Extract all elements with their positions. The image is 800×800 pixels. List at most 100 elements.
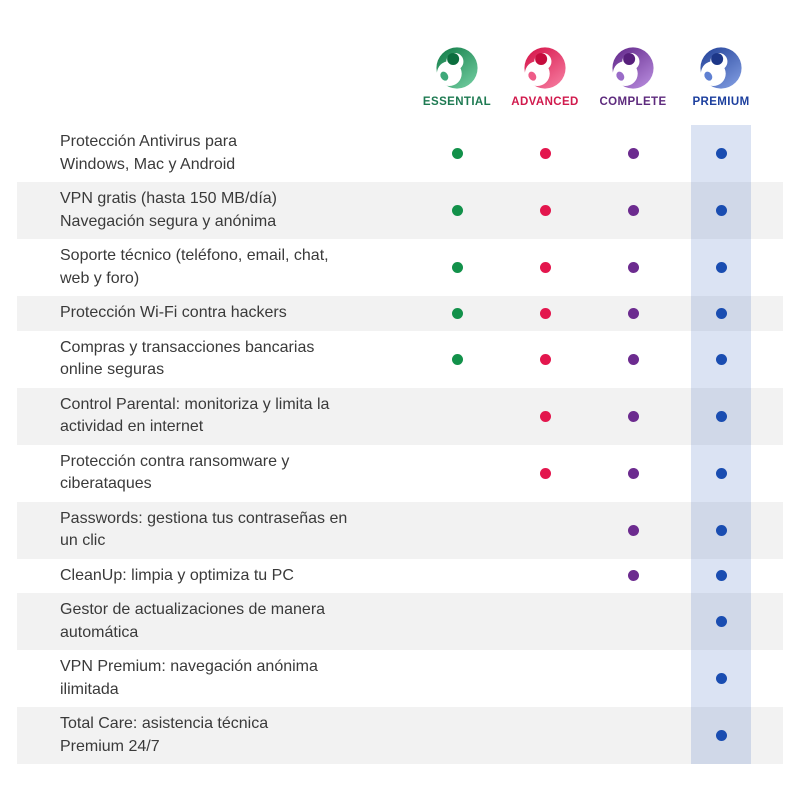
plan-cell-premium [677,599,765,644]
inclusion-dot [451,307,463,319]
plan-cell-advanced [501,394,589,439]
plan-name-label: COMPLETE [599,96,667,108]
plan-cell-premium [677,713,765,758]
inclusion-dot [715,148,727,159]
plan-cell-essential [413,245,501,290]
plan-cell-complete [589,394,677,439]
feature-label: VPN Premium: navegación anónima ilimitada [17,656,413,701]
inclusion-dot [715,730,727,741]
feature-row: VPN gratis (hasta 150 MB/día) Navegación … [17,182,783,239]
feature-label: Total Care: asistencia técnica Premium 24… [17,713,413,758]
inclusion-dot [627,307,639,319]
plan-cell-premium [677,188,765,233]
plan-cell-complete [589,245,677,290]
plan-cell-advanced [501,565,589,588]
plan-cell-premium [677,131,765,176]
comparison-table: Protección Antivirus para Windows, Mac y … [17,125,783,764]
feature-label: Soporte técnico (teléfono, email, chat, w… [17,245,413,290]
plan-cell-premium [677,508,765,553]
feature-line: automática [60,623,139,641]
plan-cell-advanced [501,302,589,325]
inclusion-dot [627,570,639,582]
plan-cell-premium [677,394,765,439]
feature-row: Protección Wi-Fi contra hackers [17,296,783,331]
inclusion-dot [539,307,551,319]
plan-cell-complete [589,188,677,233]
feature-line: Passwords: gestiona tus contraseñas en [60,509,348,527]
plan-cell-complete [589,337,677,382]
plan-column-advanced: ADVANCED [501,44,589,108]
plan-cell-advanced [501,245,589,290]
feature-line: Premium 24/7 [60,737,160,755]
feature-line: Total Care: asistencia técnica [60,715,269,732]
plan-cell-essential [413,131,501,176]
plan-cell-essential [413,302,501,325]
plan-cell-premium [677,337,765,382]
plan-cell-essential [413,188,501,233]
plan-cell-complete [589,508,677,553]
plan-column-premium: PREMIUM [677,44,765,108]
inclusion-dot [715,524,727,536]
header-spacer [17,44,413,108]
plan-name-label: ESSENTIAL [422,96,492,108]
feature-row: Compras y transacciones bancarias online … [17,330,783,388]
plan-cell-complete [589,131,677,176]
feature-row: Control Parental: monitoriza y limita la… [17,387,783,445]
plan-cell-advanced [501,656,589,701]
inclusion-dot [539,410,551,422]
feature-label: Gestor de actualizaciones de manera autom… [17,599,413,644]
feature-row: VPN Premium: navegación anónima ilimitada [17,650,783,707]
inclusion-dot [627,353,639,365]
feature-line: online seguras [60,361,165,378]
panda-logo-icon [524,47,566,89]
plan-name-label: ADVANCED [511,96,579,108]
plan-cell-complete [589,656,677,701]
feature-label: Control Parental: monitoriza y limita la… [17,394,413,439]
inclusion-dot [715,307,727,319]
plan-cell-premium [677,245,765,290]
feature-line: Soporte técnico (teléfono, email, chat, [60,247,329,264]
plan-cell-complete [589,302,677,325]
feature-row: Passwords: gestiona tus contraseñas en un… [17,501,783,559]
plan-cell-complete [589,599,677,644]
inclusion-dot [627,524,639,536]
feature-row: Protección contra ransomware y ciberataqu… [17,444,783,502]
plan-cell-advanced [501,508,589,553]
plan-cell-premium [677,451,765,496]
plan-cell-complete [589,713,677,758]
plan-column-essential: ESSENTIAL [413,44,501,108]
inclusion-dot [539,262,551,273]
inclusion-dot [715,673,727,684]
inclusion-dot [451,205,463,216]
plan-cell-advanced [501,337,589,382]
feature-row: Total Care: asistencia técnica Premium 24… [17,707,783,764]
feature-line: ciberataques [60,475,152,492]
feature-label: Compras y transacciones bancarias online … [17,337,413,382]
inclusion-dot [715,467,727,479]
plan-cell-advanced [501,188,589,233]
feature-label: Passwords: gestiona tus contraseñas en un… [17,508,413,553]
feature-row: Gestor de actualizaciones de manera autom… [17,593,783,650]
feature-line: Navegación segura y anónima [60,212,277,230]
plan-cell-essential [413,565,501,588]
feature-line: Control Parental: monitoriza y limita la [60,395,330,413]
plan-cell-advanced [501,713,589,758]
panda-logo-icon [700,47,742,89]
plan-cell-essential [413,394,501,439]
plan-cell-complete [589,565,677,588]
feature-line: un clic [60,532,106,549]
plan-cell-essential [413,713,501,758]
feature-label: CleanUp: limpia y optimiza tu PC [17,565,413,588]
inclusion-dot [627,148,639,159]
feature-line: CleanUp: limpia y optimiza tu PC [60,566,294,584]
inclusion-dot [451,262,463,273]
inclusion-dot [539,467,551,479]
feature-label: Protección Wi-Fi contra hackers [17,302,413,325]
inclusion-dot [715,570,727,582]
plan-cell-premium [677,565,765,588]
plan-cell-premium [677,656,765,701]
feature-line: Gestor de actualizaciones de manera [60,601,326,618]
plans-header: ESSENTIAL ADVANCED COMPLETE PREMIUM [0,0,800,108]
inclusion-dot [451,148,463,159]
plan-cell-advanced [501,131,589,176]
